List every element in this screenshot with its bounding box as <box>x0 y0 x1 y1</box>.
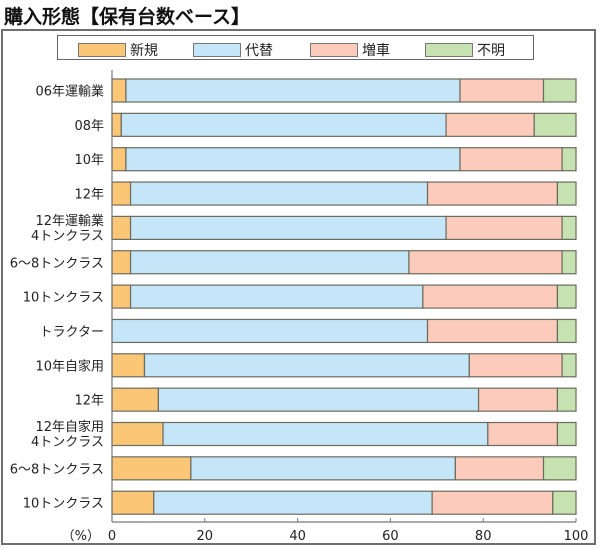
x-tick-label: 80 <box>475 529 492 544</box>
bar-segment <box>445 112 535 137</box>
bar-segment <box>459 147 563 172</box>
bar-segment <box>561 147 577 172</box>
bar-segment <box>143 353 470 378</box>
bar-segment <box>561 215 577 240</box>
bar-segment <box>408 250 563 275</box>
bar-segment <box>111 215 132 240</box>
bar-segment <box>111 353 146 378</box>
category-label: 10年自家用 <box>35 358 104 374</box>
bar-segment <box>445 215 563 240</box>
x-tick-label: 60 <box>382 529 399 544</box>
category-label: 12年運輸業 <box>35 213 104 229</box>
x-axis: 0 20 40 60 80 100 （%） <box>62 70 589 544</box>
bar-segment <box>129 284 424 309</box>
bar-segment <box>533 112 577 137</box>
category-label: 12年自家用 <box>35 419 104 435</box>
chart-title: 購入形態【保有台数ベース】 <box>4 6 251 28</box>
legend-label-increase: 増車 <box>362 43 390 59</box>
category-label: 10年 <box>74 153 104 168</box>
bar-segment <box>129 215 447 240</box>
bar-segment <box>120 112 447 137</box>
category-label: 10トンクラス <box>23 291 104 306</box>
bar-segment <box>477 387 559 412</box>
bar-segment <box>111 318 429 344</box>
bar-segment <box>157 387 480 412</box>
bar-segment <box>125 147 461 172</box>
category-label: 12年 <box>74 394 104 409</box>
bar-segment <box>162 421 489 447</box>
bar-segment <box>111 421 164 447</box>
legend-swatch-replacement <box>193 43 241 57</box>
bar-segment <box>556 284 577 309</box>
bar-segment <box>556 421 577 447</box>
category-label: 6〜8トンクラス <box>10 256 104 271</box>
category-label: トラクター <box>40 325 104 340</box>
legend-item-new: 新規 <box>78 40 158 60</box>
bar-segment <box>459 78 545 103</box>
bar-segment <box>556 387 577 412</box>
bar-segment <box>190 456 456 481</box>
bar-segment <box>111 250 132 275</box>
bar-segment <box>468 353 563 378</box>
bar-segment <box>426 181 559 206</box>
bar-segment <box>556 318 577 344</box>
x-tick-label: 20 <box>197 529 214 544</box>
bar-segment <box>129 250 410 275</box>
bar-segment <box>111 456 192 481</box>
legend: 新規 代替 増車 不明 <box>57 35 534 60</box>
x-tick-label: 100 <box>564 529 589 544</box>
legend-label-replacement: 代替 <box>245 43 273 59</box>
x-tick-label: 0 <box>108 529 116 544</box>
bar-segment <box>454 456 545 481</box>
bar-segment <box>552 490 577 515</box>
category-labels: 06年運輸業08年10年12年12年運輸業4トンクラス6〜8トンクラス10トンク… <box>10 84 104 512</box>
legend-label-unknown: 不明 <box>477 43 505 59</box>
bar-segment <box>422 284 559 309</box>
bar-segment <box>542 456 577 481</box>
bar-segment <box>542 78 577 103</box>
bar-segment <box>111 284 132 309</box>
category-label: 6〜8トンクラス <box>10 462 104 477</box>
bar-segment <box>487 421 559 447</box>
legend-item-increase: 増車 <box>310 40 390 60</box>
category-label: 12年 <box>74 188 104 203</box>
bar-segment <box>111 490 155 515</box>
bar-segment <box>561 250 577 275</box>
legend-swatch-new <box>78 43 126 57</box>
bar-segment <box>111 78 127 103</box>
category-label: 10トンクラス <box>23 497 104 512</box>
bar-segment <box>129 181 429 206</box>
bar-segment <box>556 181 577 206</box>
legend-swatch-unknown <box>425 43 473 57</box>
unit-label: （%） <box>62 529 100 544</box>
bar-segment <box>111 387 160 412</box>
category-label: 08年 <box>74 119 104 134</box>
category-label: 4トンクラス <box>31 435 104 450</box>
legend-swatch-increase <box>310 43 358 57</box>
bar-segment <box>426 318 559 344</box>
bars-group <box>111 78 577 515</box>
legend-item-unknown: 不明 <box>425 40 505 60</box>
bar-segment <box>561 353 577 378</box>
bar-segment <box>153 490 433 515</box>
bar-segment <box>111 112 122 137</box>
legend-item-replacement: 代替 <box>193 40 273 60</box>
bar-segment <box>111 181 132 206</box>
category-label: 06年運輸業 <box>35 84 104 100</box>
bar-segment <box>125 78 461 103</box>
x-tick-label: 40 <box>289 529 306 544</box>
bar-segment <box>111 147 127 172</box>
bar-segment <box>431 490 554 515</box>
legend-label-new: 新規 <box>130 43 158 59</box>
category-label: 4トンクラス <box>31 229 104 244</box>
